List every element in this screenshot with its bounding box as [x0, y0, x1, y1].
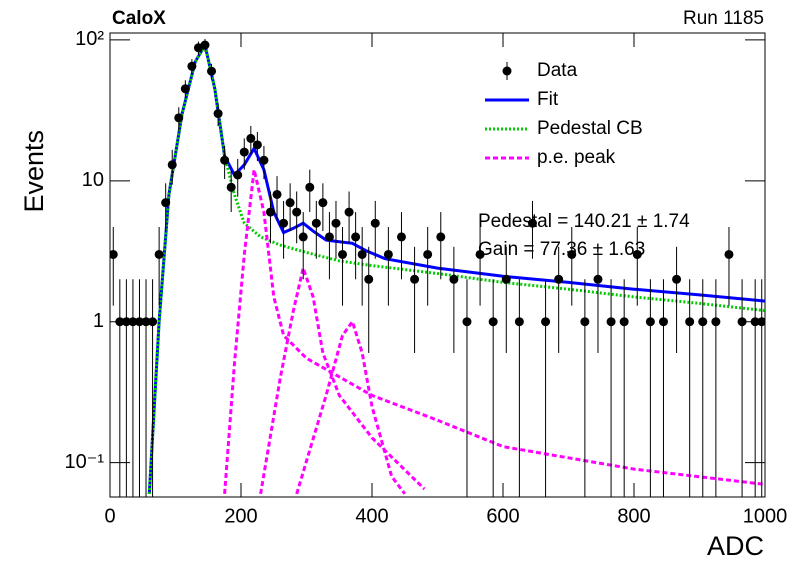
legend-label: Pedestal CB [537, 118, 643, 139]
data-point [174, 113, 184, 123]
data-point [338, 249, 348, 259]
data-point [233, 170, 243, 180]
data-point [318, 198, 328, 208]
data-point [324, 232, 334, 242]
legend-label: Fit [537, 89, 559, 110]
annotation: Pedestal = 140.21 ± 1.74 [478, 211, 690, 232]
data-point [265, 207, 275, 217]
data-point [148, 317, 158, 327]
data-point [514, 317, 524, 327]
data-point [134, 317, 144, 327]
data-point [658, 317, 668, 327]
data-point [213, 109, 223, 119]
data-point [724, 249, 734, 259]
data-point [187, 61, 197, 71]
y-tick-label: 10 [82, 169, 104, 191]
data-point [207, 66, 217, 76]
legend-label: Data [537, 60, 578, 81]
data-point [364, 274, 374, 284]
data-point [396, 232, 406, 242]
data-point [331, 218, 341, 228]
y-tick-label: 1 [93, 310, 104, 332]
annotation: Gain = 77.36 ± 1.63 [478, 239, 645, 260]
data-point [410, 274, 420, 284]
data-point [154, 249, 164, 259]
data-point [449, 274, 459, 284]
data-point [619, 317, 629, 327]
data-point [370, 218, 380, 228]
data-point [298, 232, 308, 242]
data-point [488, 317, 498, 327]
plot-frame [109, 32, 766, 498]
data-point [305, 182, 315, 192]
curve [223, 169, 765, 495]
data-point [128, 317, 138, 327]
data-point [110, 249, 118, 259]
data-point [475, 249, 485, 259]
data-point [272, 189, 282, 199]
data-point [501, 274, 511, 284]
data-point [351, 232, 361, 242]
data-point [698, 317, 708, 327]
x-tick-label: 600 [486, 505, 519, 527]
data-point [554, 274, 564, 284]
run-label: Run 1185 [683, 8, 764, 29]
data-point [141, 317, 151, 327]
y-tick-label: 10² [75, 28, 104, 50]
data-point [344, 207, 354, 217]
data-point [226, 182, 236, 192]
x-axis-label: ADC [707, 531, 764, 561]
data-point [436, 232, 446, 242]
data-point [462, 317, 472, 327]
y-axis-label: Events [19, 130, 49, 213]
data-point [285, 198, 295, 208]
data-point [527, 218, 537, 228]
data-point [567, 249, 577, 259]
data-point [161, 198, 171, 208]
x-tick-label: 400 [355, 505, 388, 527]
data-point [383, 249, 393, 259]
data-point [252, 140, 262, 150]
data-point [632, 249, 642, 259]
x-tick-label: 1000 [743, 505, 788, 527]
data-point [685, 317, 695, 327]
data-point [292, 207, 302, 217]
data-point [593, 274, 603, 284]
data-point [737, 317, 747, 327]
data-point [580, 317, 590, 327]
data-point [167, 160, 177, 170]
plot-area [110, 38, 765, 497]
legend-marker [502, 66, 512, 76]
chart-title: CaloX [112, 8, 166, 29]
data-point [711, 317, 721, 327]
data-point [239, 147, 249, 157]
data-point [672, 274, 682, 284]
y-tick-label: 10⁻¹ [65, 451, 105, 473]
data-point [645, 317, 655, 327]
x-tick-label: 200 [224, 505, 257, 527]
data-point [200, 40, 210, 50]
data-point [423, 249, 433, 259]
data-point [606, 317, 616, 327]
data-point [357, 249, 367, 259]
data-point [541, 317, 551, 327]
data-point [246, 133, 256, 143]
x-tick-label: 800 [617, 505, 650, 527]
data-point [311, 218, 321, 228]
legend-label: p.e. peak [537, 147, 616, 168]
data-point [220, 155, 230, 165]
x-tick-label: 0 [104, 505, 115, 527]
data-point [259, 155, 269, 165]
data-point [180, 84, 190, 94]
data-point [279, 218, 289, 228]
